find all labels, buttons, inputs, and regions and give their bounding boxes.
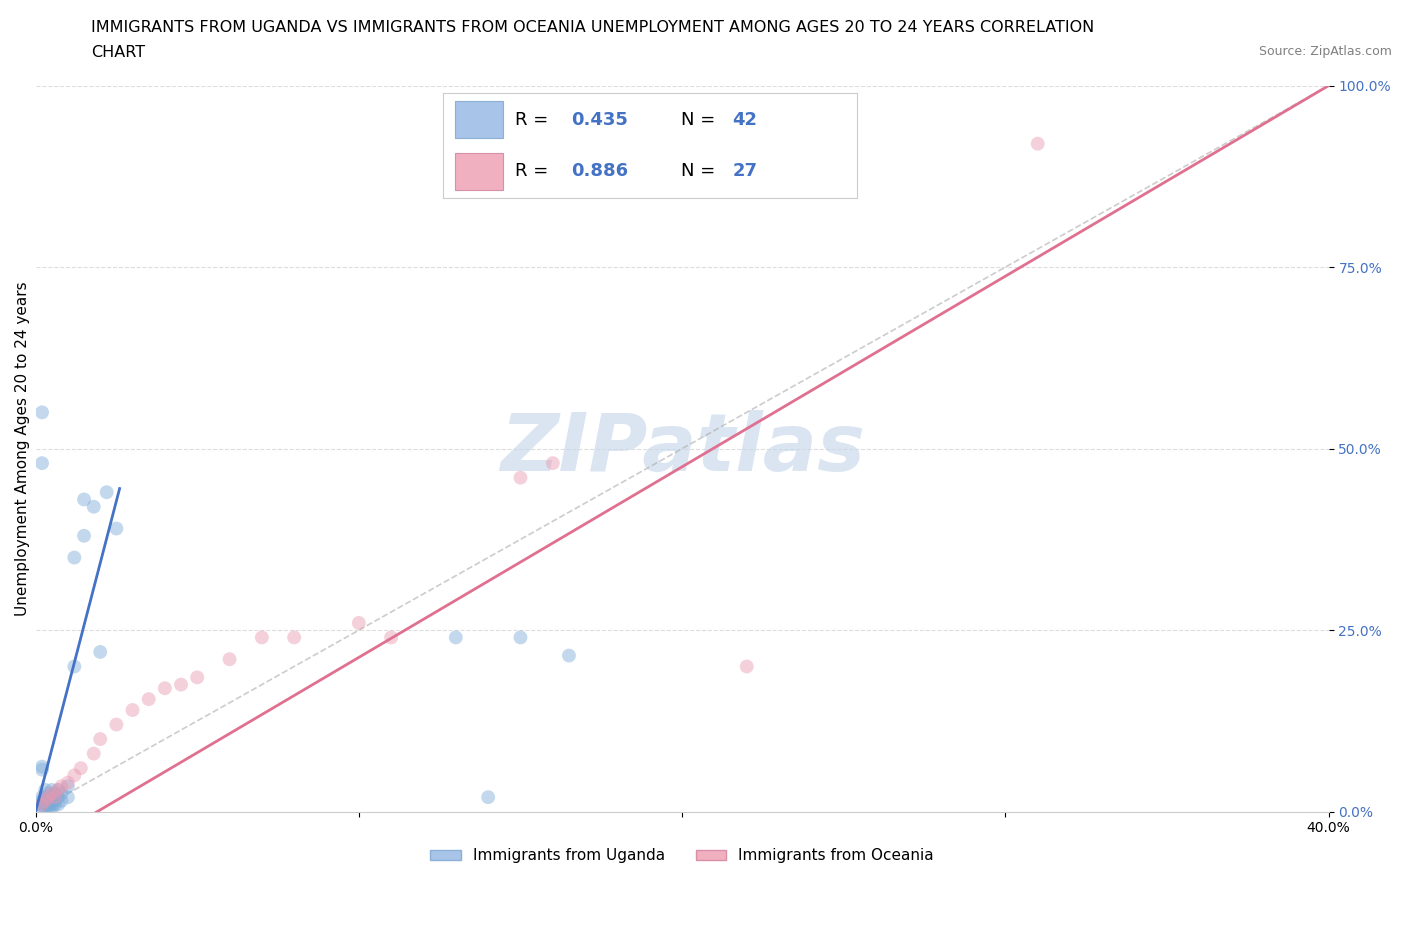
Point bbox=[56, 778, 79, 793]
Text: IMMIGRANTS FROM UGANDA VS IMMIGRANTS FROM OCEANIA UNEMPLOYMENT AMONG AGES 20 TO : IMMIGRANTS FROM UGANDA VS IMMIGRANTS FRO… bbox=[91, 20, 1095, 35]
Point bbox=[31, 793, 53, 808]
Point bbox=[69, 761, 91, 776]
Point bbox=[51, 793, 73, 808]
Point bbox=[250, 630, 273, 644]
Point bbox=[735, 659, 758, 674]
Point bbox=[138, 692, 160, 707]
Point bbox=[34, 790, 56, 804]
Point bbox=[34, 793, 56, 808]
Point bbox=[380, 630, 402, 644]
Text: Source: ZipAtlas.com: Source: ZipAtlas.com bbox=[1258, 45, 1392, 58]
Point bbox=[96, 485, 118, 499]
Point bbox=[83, 499, 105, 514]
Point bbox=[46, 782, 69, 797]
Point bbox=[34, 797, 56, 812]
Point bbox=[558, 648, 581, 663]
Point bbox=[89, 732, 111, 747]
Point bbox=[347, 616, 370, 631]
Point bbox=[477, 790, 499, 804]
Point bbox=[31, 759, 53, 774]
Point bbox=[41, 790, 63, 804]
Point bbox=[31, 790, 53, 804]
Point bbox=[218, 652, 240, 667]
Text: ZIPatlas: ZIPatlas bbox=[499, 409, 865, 487]
Point bbox=[73, 528, 96, 543]
Point bbox=[44, 786, 66, 801]
Point bbox=[37, 790, 59, 804]
Point bbox=[105, 521, 128, 536]
Point bbox=[509, 471, 531, 485]
Y-axis label: Unemployment Among Ages 20 to 24 years: Unemployment Among Ages 20 to 24 years bbox=[15, 282, 30, 616]
Point bbox=[37, 793, 59, 808]
Point bbox=[1026, 137, 1049, 152]
Point bbox=[170, 677, 193, 692]
Point bbox=[31, 405, 53, 419]
Point bbox=[541, 456, 564, 471]
Point bbox=[186, 670, 208, 684]
Point bbox=[153, 681, 176, 696]
Point bbox=[83, 746, 105, 761]
Point bbox=[444, 630, 467, 644]
Point bbox=[56, 776, 79, 790]
Point bbox=[34, 782, 56, 797]
Point bbox=[31, 797, 53, 812]
Point bbox=[31, 456, 53, 471]
Point bbox=[34, 801, 56, 816]
Point bbox=[283, 630, 305, 644]
Point bbox=[509, 630, 531, 644]
Point bbox=[105, 717, 128, 732]
Text: CHART: CHART bbox=[91, 45, 145, 60]
Point bbox=[46, 797, 69, 812]
Point bbox=[44, 797, 66, 812]
Point bbox=[31, 801, 53, 816]
Point bbox=[121, 702, 143, 717]
Point bbox=[37, 797, 59, 812]
Point bbox=[31, 763, 53, 777]
Point bbox=[56, 790, 79, 804]
Legend: Immigrants from Uganda, Immigrants from Oceania: Immigrants from Uganda, Immigrants from … bbox=[425, 843, 941, 870]
Point bbox=[41, 801, 63, 816]
Point bbox=[51, 778, 73, 793]
Point bbox=[41, 782, 63, 797]
Point bbox=[37, 786, 59, 801]
Point bbox=[63, 768, 86, 783]
Point bbox=[44, 790, 66, 804]
Point bbox=[63, 659, 86, 674]
Point bbox=[51, 786, 73, 801]
Point bbox=[31, 797, 53, 812]
Point bbox=[73, 492, 96, 507]
Point bbox=[37, 801, 59, 816]
Point bbox=[41, 786, 63, 801]
Point bbox=[63, 551, 86, 565]
Point bbox=[44, 793, 66, 808]
Point bbox=[46, 782, 69, 797]
Point bbox=[46, 790, 69, 804]
Point bbox=[89, 644, 111, 659]
Point bbox=[41, 797, 63, 812]
